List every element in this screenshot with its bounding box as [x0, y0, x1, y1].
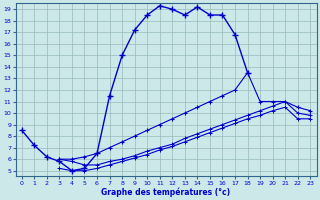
X-axis label: Graphe des températures (°c): Graphe des températures (°c)	[101, 187, 231, 197]
